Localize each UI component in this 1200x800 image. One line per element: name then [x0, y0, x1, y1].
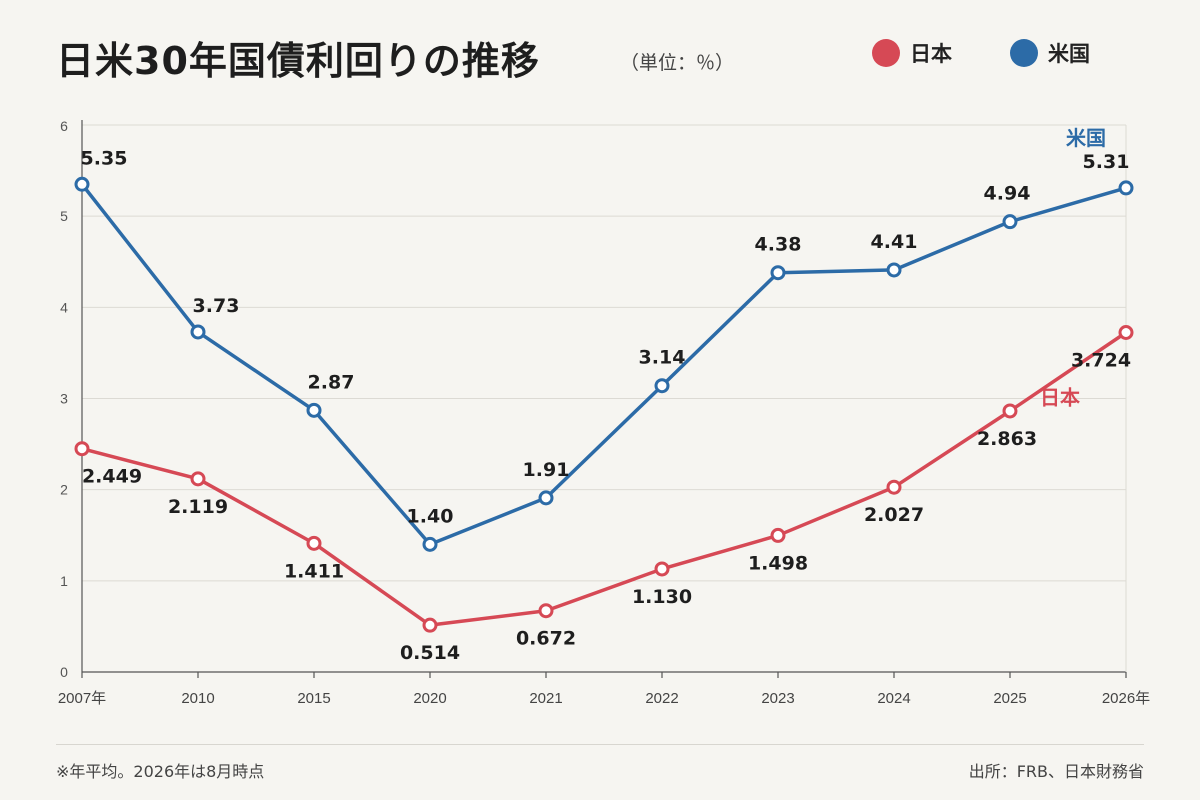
point-japan-4: [538, 603, 554, 619]
x-tick-label-0: 2007年: [58, 690, 106, 707]
series-line-us: [80, 183, 1127, 547]
series-line-japan: [81, 331, 1127, 627]
data-label-japan-7: 2.027: [864, 504, 924, 526]
point-us-2: [306, 402, 322, 418]
point-japan-2: [306, 535, 322, 551]
x-tick-label-4: 2021: [529, 690, 562, 707]
point-japan-0: [74, 441, 90, 457]
point-us-8: [1002, 214, 1018, 230]
point-japan-5: [654, 561, 670, 577]
point-us-9: [1118, 180, 1134, 196]
data-label-us-4: 1.91: [523, 459, 570, 481]
point-us-7: [886, 262, 902, 278]
legend-swatch-japan: [872, 39, 900, 67]
y-tick-label-0: 0: [60, 664, 68, 680]
data-label-us-0: 5.35: [81, 147, 128, 169]
x-tick-label-7: 2024: [877, 690, 910, 707]
footnote: ※年平均。2026年は8月時点: [56, 762, 265, 781]
legend-swatch-us: [1010, 39, 1038, 67]
y-tick-label-1: 1: [60, 573, 68, 589]
x-tick-label-6: 2023: [761, 690, 794, 707]
data-label-us-9: 5.31: [1083, 151, 1130, 173]
data-label-japan-4: 0.672: [516, 628, 576, 650]
point-us-4: [538, 490, 554, 506]
data-label-us-8: 4.94: [984, 183, 1031, 205]
point-japan-6: [770, 527, 786, 543]
data-label-japan-3: 0.514: [400, 642, 460, 664]
data-label-japan-0: 2.449: [82, 466, 142, 488]
data-label-us-6: 4.38: [755, 234, 802, 256]
series-name-japan: 日本: [1040, 385, 1080, 409]
x-tick-label-9: 2026年: [1102, 690, 1150, 707]
point-japan-7: [886, 479, 902, 495]
data-label-us-1: 3.73: [193, 295, 240, 317]
y-tick-label-3: 3: [60, 391, 68, 407]
data-label-us-5: 3.14: [639, 347, 686, 369]
y-tick-label-5: 5: [60, 208, 68, 224]
data-label-japan-2: 1.411: [284, 560, 344, 582]
y-tick-label-4: 4: [60, 299, 68, 315]
point-us-0: [74, 176, 90, 192]
x-tick-label-3: 2020: [413, 690, 446, 707]
series-name-us: 米国: [1066, 126, 1106, 150]
data-label-japan-8: 2.863: [977, 428, 1037, 450]
legend-item-japan: 日本: [872, 38, 952, 68]
x-tick-label-2: 2015: [297, 690, 330, 707]
x-tick-label-1: 2010: [181, 690, 214, 707]
x-tick-label-8: 2025: [993, 690, 1026, 707]
x-tick-label-5: 2022: [645, 690, 678, 707]
chart-title: 日米30年国債利回りの推移: [56, 39, 540, 83]
legend-label-japan: 日本: [910, 42, 952, 66]
point-us-6: [770, 265, 786, 281]
unit-label: （単位：％）: [620, 52, 735, 74]
point-us-3: [422, 536, 438, 552]
legend-label-us: 米国: [1048, 42, 1090, 66]
point-japan-9: [1118, 324, 1134, 340]
point-japan-1: [190, 471, 206, 487]
data-label-japan-9: 3.724: [1071, 349, 1131, 371]
data-label-us-3: 1.40: [407, 505, 454, 527]
data-label-us-7: 4.41: [871, 231, 918, 253]
data-label-japan-5: 1.130: [632, 586, 692, 608]
source-note: 出所：FRB、日本財務省: [968, 762, 1144, 781]
y-tick-label-2: 2: [60, 482, 68, 498]
data-label-japan-6: 1.498: [748, 552, 808, 574]
data-label-japan-1: 2.119: [168, 496, 228, 518]
data-label-us-2: 2.87: [308, 371, 355, 393]
point-us-5: [654, 378, 670, 394]
point-japan-8: [1002, 403, 1018, 419]
y-tick-label-6: 6: [60, 118, 68, 134]
point-us-1: [190, 324, 206, 340]
legend-item-us: 米国: [1010, 38, 1090, 68]
footer-divider: [56, 744, 1144, 745]
point-japan-3: [422, 617, 438, 633]
